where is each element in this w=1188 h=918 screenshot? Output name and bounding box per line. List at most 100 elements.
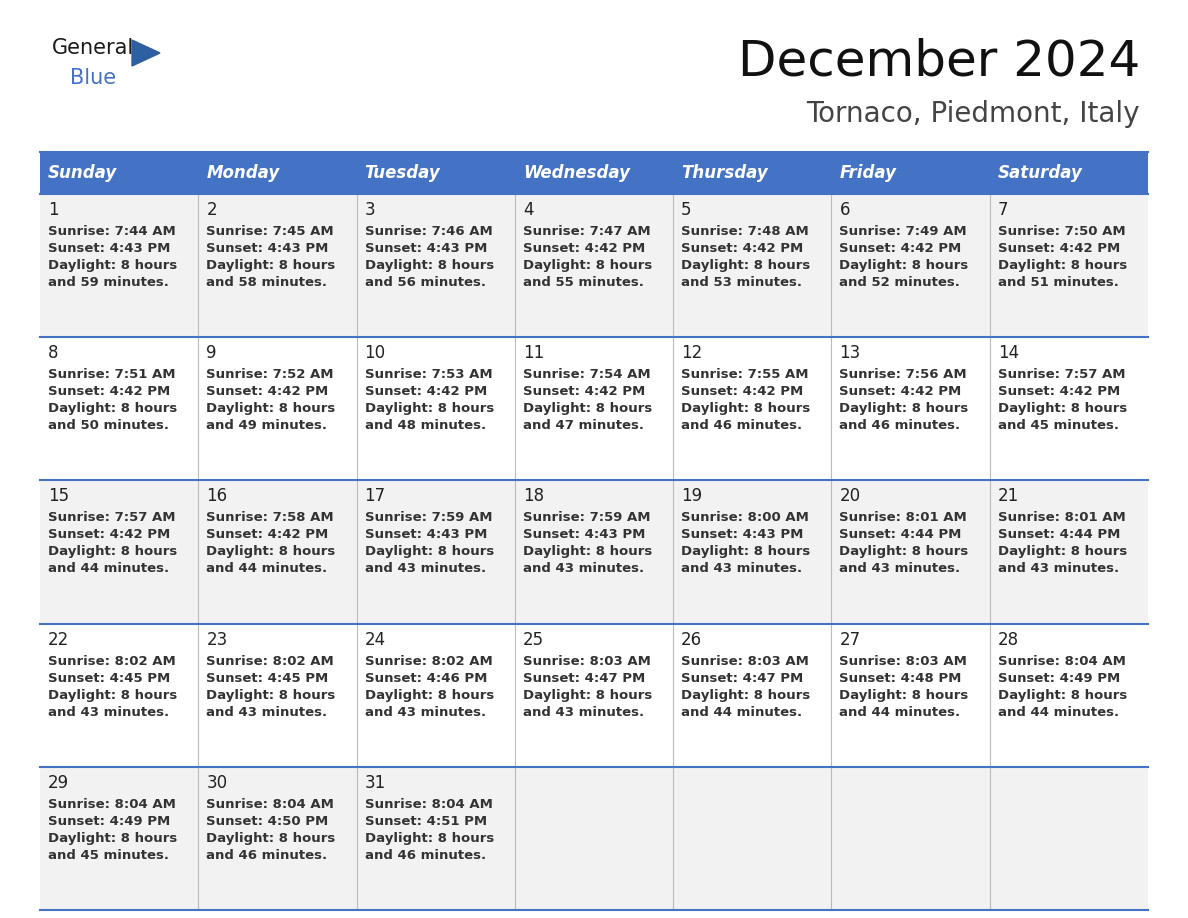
Text: Sunset: 4:47 PM: Sunset: 4:47 PM xyxy=(681,672,803,685)
Text: and 44 minutes.: and 44 minutes. xyxy=(840,706,961,719)
Text: Sunset: 4:46 PM: Sunset: 4:46 PM xyxy=(365,672,487,685)
Text: and 43 minutes.: and 43 minutes. xyxy=(523,563,644,576)
Text: Daylight: 8 hours: Daylight: 8 hours xyxy=(365,402,494,415)
Bar xyxy=(40,767,1148,910)
Text: 16: 16 xyxy=(207,487,227,506)
Text: Sunrise: 8:00 AM: Sunrise: 8:00 AM xyxy=(681,511,809,524)
Text: 13: 13 xyxy=(840,344,860,363)
Text: 14: 14 xyxy=(998,344,1019,363)
Text: Sunset: 4:42 PM: Sunset: 4:42 PM xyxy=(365,386,487,398)
Text: Daylight: 8 hours: Daylight: 8 hours xyxy=(681,688,810,701)
Text: 1: 1 xyxy=(48,201,58,219)
Text: and 44 minutes.: and 44 minutes. xyxy=(998,706,1119,719)
Text: Sunrise: 7:53 AM: Sunrise: 7:53 AM xyxy=(365,368,492,381)
Text: Daylight: 8 hours: Daylight: 8 hours xyxy=(681,259,810,272)
Text: Daylight: 8 hours: Daylight: 8 hours xyxy=(998,545,1127,558)
Text: and 56 minutes.: and 56 minutes. xyxy=(365,276,486,289)
Text: Daylight: 8 hours: Daylight: 8 hours xyxy=(840,688,968,701)
Text: Daylight: 8 hours: Daylight: 8 hours xyxy=(998,688,1127,701)
Text: Sunrise: 8:02 AM: Sunrise: 8:02 AM xyxy=(365,655,492,667)
Text: and 43 minutes.: and 43 minutes. xyxy=(207,706,328,719)
Text: Sunrise: 8:01 AM: Sunrise: 8:01 AM xyxy=(998,511,1125,524)
Text: Sunday: Sunday xyxy=(48,164,118,182)
Text: Sunrise: 7:57 AM: Sunrise: 7:57 AM xyxy=(48,511,176,524)
Polygon shape xyxy=(132,40,160,66)
Text: 29: 29 xyxy=(48,774,69,792)
Text: Sunset: 4:43 PM: Sunset: 4:43 PM xyxy=(48,242,170,255)
Text: Tornaco, Piedmont, Italy: Tornaco, Piedmont, Italy xyxy=(807,100,1140,128)
Bar xyxy=(40,337,1148,480)
Text: Sunrise: 7:45 AM: Sunrise: 7:45 AM xyxy=(207,225,334,238)
Text: 12: 12 xyxy=(681,344,702,363)
Text: 8: 8 xyxy=(48,344,58,363)
Text: December 2024: December 2024 xyxy=(738,38,1140,86)
Text: and 43 minutes.: and 43 minutes. xyxy=(998,563,1119,576)
Text: and 46 minutes.: and 46 minutes. xyxy=(365,849,486,862)
Text: 25: 25 xyxy=(523,631,544,649)
Text: 21: 21 xyxy=(998,487,1019,506)
Text: and 44 minutes.: and 44 minutes. xyxy=(207,563,328,576)
Text: 7: 7 xyxy=(998,201,1009,219)
Text: Daylight: 8 hours: Daylight: 8 hours xyxy=(523,545,652,558)
Text: Sunset: 4:42 PM: Sunset: 4:42 PM xyxy=(840,386,961,398)
Text: Sunset: 4:43 PM: Sunset: 4:43 PM xyxy=(365,242,487,255)
Text: and 46 minutes.: and 46 minutes. xyxy=(681,420,802,432)
Text: Sunset: 4:51 PM: Sunset: 4:51 PM xyxy=(365,815,487,828)
Text: 23: 23 xyxy=(207,631,228,649)
Text: and 52 minutes.: and 52 minutes. xyxy=(840,276,960,289)
Text: and 46 minutes.: and 46 minutes. xyxy=(207,849,328,862)
Text: 24: 24 xyxy=(365,631,386,649)
Text: Daylight: 8 hours: Daylight: 8 hours xyxy=(207,402,335,415)
Text: Daylight: 8 hours: Daylight: 8 hours xyxy=(840,402,968,415)
Text: 30: 30 xyxy=(207,774,227,792)
Text: 9: 9 xyxy=(207,344,216,363)
Text: Sunset: 4:42 PM: Sunset: 4:42 PM xyxy=(523,242,645,255)
Text: Sunset: 4:42 PM: Sunset: 4:42 PM xyxy=(48,529,170,542)
Text: Sunrise: 8:03 AM: Sunrise: 8:03 AM xyxy=(681,655,809,667)
Text: Sunset: 4:42 PM: Sunset: 4:42 PM xyxy=(207,529,329,542)
Text: Sunset: 4:44 PM: Sunset: 4:44 PM xyxy=(998,529,1120,542)
Text: Sunset: 4:42 PM: Sunset: 4:42 PM xyxy=(998,242,1120,255)
Text: and 46 minutes.: and 46 minutes. xyxy=(840,420,961,432)
Text: and 49 minutes.: and 49 minutes. xyxy=(207,420,327,432)
Text: 3: 3 xyxy=(365,201,375,219)
Text: Sunrise: 7:48 AM: Sunrise: 7:48 AM xyxy=(681,225,809,238)
Text: Sunrise: 8:04 AM: Sunrise: 8:04 AM xyxy=(207,798,334,811)
Text: Sunrise: 7:59 AM: Sunrise: 7:59 AM xyxy=(523,511,650,524)
Text: 19: 19 xyxy=(681,487,702,506)
Text: Tuesday: Tuesday xyxy=(365,164,441,182)
Text: 28: 28 xyxy=(998,631,1019,649)
Text: Sunset: 4:47 PM: Sunset: 4:47 PM xyxy=(523,672,645,685)
Text: Sunset: 4:42 PM: Sunset: 4:42 PM xyxy=(681,386,803,398)
Text: Sunset: 4:50 PM: Sunset: 4:50 PM xyxy=(207,815,329,828)
Text: 5: 5 xyxy=(681,201,691,219)
Text: 22: 22 xyxy=(48,631,69,649)
Text: Sunset: 4:43 PM: Sunset: 4:43 PM xyxy=(207,242,329,255)
Text: Sunrise: 7:51 AM: Sunrise: 7:51 AM xyxy=(48,368,176,381)
Text: Sunrise: 7:46 AM: Sunrise: 7:46 AM xyxy=(365,225,492,238)
Bar xyxy=(40,623,1148,767)
Text: 10: 10 xyxy=(365,344,386,363)
Text: 2: 2 xyxy=(207,201,217,219)
Text: Wednesday: Wednesday xyxy=(523,164,630,182)
Text: 26: 26 xyxy=(681,631,702,649)
Text: Sunset: 4:42 PM: Sunset: 4:42 PM xyxy=(681,242,803,255)
Text: Sunrise: 8:02 AM: Sunrise: 8:02 AM xyxy=(207,655,334,667)
Text: Daylight: 8 hours: Daylight: 8 hours xyxy=(523,259,652,272)
Text: Saturday: Saturday xyxy=(998,164,1082,182)
Text: 17: 17 xyxy=(365,487,386,506)
Text: Sunrise: 8:03 AM: Sunrise: 8:03 AM xyxy=(523,655,651,667)
Text: Daylight: 8 hours: Daylight: 8 hours xyxy=(365,259,494,272)
Text: and 51 minutes.: and 51 minutes. xyxy=(998,276,1119,289)
Text: Sunrise: 7:58 AM: Sunrise: 7:58 AM xyxy=(207,511,334,524)
Text: Friday: Friday xyxy=(840,164,897,182)
Text: Sunset: 4:49 PM: Sunset: 4:49 PM xyxy=(48,815,170,828)
Text: Sunset: 4:42 PM: Sunset: 4:42 PM xyxy=(840,242,961,255)
Text: Sunrise: 7:56 AM: Sunrise: 7:56 AM xyxy=(840,368,967,381)
Text: Daylight: 8 hours: Daylight: 8 hours xyxy=(207,688,335,701)
Text: Sunset: 4:43 PM: Sunset: 4:43 PM xyxy=(523,529,645,542)
Text: Daylight: 8 hours: Daylight: 8 hours xyxy=(998,402,1127,415)
Text: and 47 minutes.: and 47 minutes. xyxy=(523,420,644,432)
Bar xyxy=(40,480,1148,623)
Text: Monday: Monday xyxy=(207,164,279,182)
